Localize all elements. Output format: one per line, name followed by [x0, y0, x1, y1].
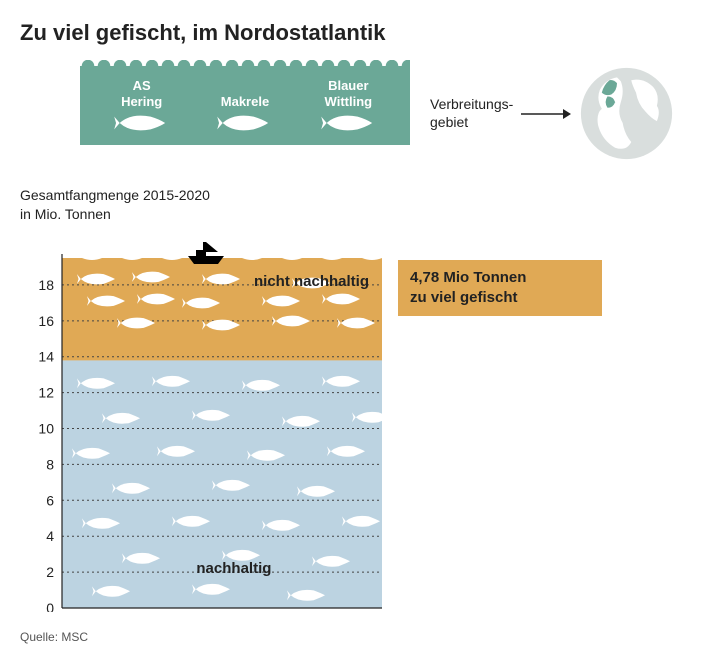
- chart-svg: 0 2 4 6 8 10 12 14 16 18: [20, 228, 386, 612]
- svg-text:2: 2: [46, 564, 54, 580]
- top-row: ASHering Makrele BlauerWittling Verbreit…: [80, 66, 690, 161]
- svg-text:8: 8: [46, 456, 54, 472]
- fish-icon: [321, 113, 376, 137]
- svg-text:10: 10: [38, 420, 54, 436]
- svg-text:nicht nachhaltig: nicht nachhaltig: [254, 273, 369, 290]
- fish-icon: [114, 113, 169, 137]
- species-box: ASHering Makrele BlauerWittling: [80, 66, 410, 145]
- svg-text:4: 4: [46, 528, 54, 544]
- svg-text:16: 16: [38, 313, 54, 329]
- callout-box: 4,78 Mio Tonnen zu viel gefischt: [398, 260, 602, 317]
- svg-text:0: 0: [46, 600, 54, 612]
- svg-text:14: 14: [38, 348, 54, 364]
- svg-text:12: 12: [38, 384, 54, 400]
- species-item: BlauerWittling: [321, 78, 376, 137]
- chart-section: 0 2 4 6 8 10 12 14 16 18: [20, 228, 690, 612]
- svg-text:nachhaltig: nachhaltig: [196, 560, 271, 577]
- species-item: ASHering: [114, 78, 169, 137]
- fish-icon: [217, 113, 272, 137]
- chart-wrap: 0 2 4 6 8 10 12 14 16 18: [20, 228, 386, 612]
- globe-label: Verbreitungs- gebiet: [430, 96, 513, 131]
- chart-caption: Gesamtfangmenge 2015-2020 in Mio. Tonnen: [20, 186, 690, 224]
- svg-text:6: 6: [46, 492, 54, 508]
- svg-text:18: 18: [38, 277, 54, 293]
- globe-section: Verbreitungs- gebiet: [430, 66, 674, 161]
- globe-icon: [579, 66, 674, 161]
- source-text: Quelle: MSC: [20, 630, 690, 644]
- species-item: Makrele: [217, 78, 272, 137]
- arrow-icon: [521, 107, 571, 121]
- page-title: Zu viel gefischt, im Nordostatlantik: [20, 20, 690, 46]
